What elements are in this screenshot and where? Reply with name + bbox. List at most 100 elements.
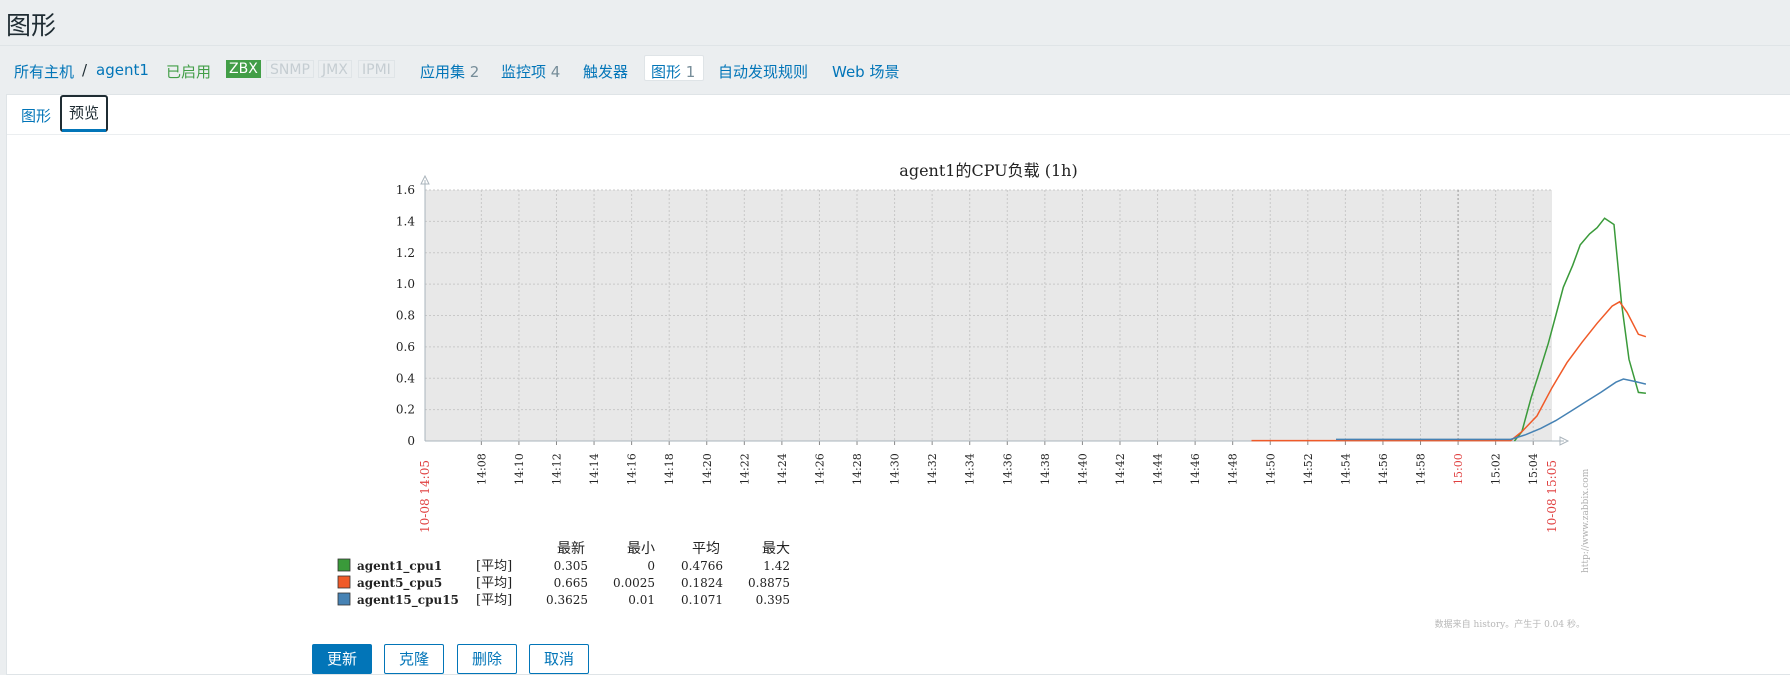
legend-min: 0 — [647, 559, 655, 573]
x-tick-label: 14:38 — [1039, 453, 1052, 485]
x-tick-label: 14:36 — [1001, 453, 1014, 485]
x-tick-label: 14:26 — [813, 453, 826, 485]
x-tick-label: 14:44 — [1152, 453, 1165, 485]
y-axis-arrow — [420, 174, 430, 185]
x-tick-label: 15:02 — [1490, 453, 1503, 485]
legend-swatch-agent5_cpu5 — [337, 575, 351, 589]
protocol-jmx: JMX — [318, 60, 352, 78]
x-tick-label: 14:22 — [738, 453, 751, 485]
items-label: 监控项 — [501, 63, 547, 81]
x-axis-arrow — [1559, 436, 1570, 446]
y-tick-label: 0.6 — [396, 340, 415, 354]
page-header: 图形 — [0, 0, 1790, 46]
cancel-button[interactable]: 取消 — [529, 644, 589, 674]
graphs-active-box — [644, 55, 704, 81]
tab-bar: 图形 预览 — [7, 95, 1790, 135]
host-navigation: 所有主机 / agent1 已启用 ZBX SNMP JMX IPMI 应用集 … — [0, 46, 1790, 94]
legend-avg: 0.1824 — [681, 576, 723, 590]
x-end-label: 10-08 15:05 — [1545, 460, 1559, 533]
y-tick-label: 0 — [407, 434, 415, 448]
x-tick-label: 14:40 — [1076, 453, 1089, 485]
discovery-rules-link[interactable]: 自动发现规则 — [718, 63, 809, 81]
clone-button[interactable]: 克隆 — [384, 644, 444, 674]
legend-last: 0.305 — [554, 559, 588, 573]
delete-button[interactable]: 删除 — [457, 644, 517, 674]
y-tick-label: 0.4 — [396, 371, 415, 385]
y-tick-label: 1.0 — [396, 277, 415, 291]
legend-max: 0.395 — [756, 593, 790, 607]
legend-swatch-agent1_cpu1 — [337, 558, 351, 572]
y-tick-label: 0.2 — [396, 403, 415, 417]
x-tick-label: 14:30 — [889, 453, 902, 485]
host-status-enabled[interactable]: 已启用 — [166, 63, 212, 81]
x-tick-label: 14:14 — [588, 453, 601, 485]
protocol-zbx: ZBX — [226, 60, 261, 78]
web-scenarios-link[interactable]: Web 场景 — [832, 63, 900, 81]
protocol-ipmi: IPMI — [358, 60, 395, 78]
legend-avg: 0.4766 — [681, 559, 723, 573]
x-tick-label: 14:24 — [776, 453, 789, 485]
protocol-snmp: SNMP — [266, 60, 314, 78]
legend-header-1: 最小 — [627, 541, 655, 557]
items-link[interactable]: 监控项 4 — [501, 61, 560, 82]
tab-active-underline — [62, 129, 106, 132]
graphs-link[interactable]: 图形 1 — [651, 61, 695, 82]
all-hosts-link[interactable]: 所有主机 — [14, 63, 75, 81]
x-tick-label: 14:42 — [1114, 453, 1127, 485]
legend-last: 0.665 — [554, 576, 588, 590]
applications-link[interactable]: 应用集 2 — [420, 61, 479, 82]
y-tick-label: 0.8 — [396, 309, 415, 323]
x-tick-label: 14:48 — [1227, 453, 1240, 485]
x-tick-label: 15:00 — [1452, 453, 1465, 485]
legend-min: 0.01 — [628, 593, 655, 607]
x-tick-label: 14:16 — [626, 453, 639, 485]
legend-name: agent1_cpu1 — [357, 559, 442, 574]
x-tick-label: 14:58 — [1415, 453, 1428, 485]
legend-name: agent5_cpu5 — [357, 576, 442, 591]
x-tick-label: 14:20 — [701, 453, 714, 485]
graphs-label: 图形 — [651, 63, 682, 81]
zabbix-watermark: http://www.zabbix.com — [1581, 468, 1591, 573]
x-tick-label: 14:10 — [513, 453, 526, 485]
chart-title: agent1的CPU负载 (1h) — [899, 161, 1077, 180]
tab-preview-label: 预览 — [68, 104, 99, 122]
x-tick-label: 14:32 — [926, 453, 939, 485]
plot-area — [425, 190, 1552, 441]
series-line-agent15_cpu15 — [1336, 378, 1647, 441]
data-source-note: 数据来自 history。产生于 0.04 秒。 — [1435, 618, 1585, 630]
host-link[interactable]: agent1 — [96, 61, 149, 79]
x-start-label: 10-08 14:05 — [418, 460, 432, 533]
y-tick-label: 1.4 — [396, 214, 415, 228]
legend-last: 0.3625 — [546, 593, 588, 607]
items-count: 4 — [550, 63, 561, 81]
x-tick-label: 14:54 — [1339, 453, 1352, 485]
x-tick-label: 14:46 — [1189, 453, 1202, 485]
series-line-agent5_cpu5 — [1251, 300, 1647, 442]
x-tick-label: 15:04 — [1527, 453, 1540, 485]
x-tick-label: 14:28 — [851, 453, 864, 485]
legend-min: 0.0025 — [613, 576, 655, 590]
legend-avg: 0.1071 — [681, 593, 723, 607]
legend-func: [平均] — [476, 576, 512, 591]
tab-preview[interactable]: 预览 — [60, 95, 108, 132]
breadcrumb-separator: / — [82, 61, 88, 79]
legend-name: agent15_cpu15 — [357, 593, 459, 608]
x-tick-label: 14:18 — [663, 453, 676, 485]
applications-count: 2 — [469, 63, 480, 81]
y-tick-label: 1.2 — [396, 246, 415, 260]
legend-max: 0.8875 — [748, 576, 790, 590]
legend-header-3: 最大 — [762, 541, 790, 557]
tab-graph[interactable]: 图形 — [21, 107, 52, 125]
x-tick-label: 14:34 — [964, 453, 977, 485]
triggers-link[interactable]: 触发器 — [583, 63, 629, 81]
y-tick-label: 1.6 — [396, 183, 415, 197]
graphs-count: 1 — [685, 63, 696, 81]
x-tick-label: 14:08 — [475, 453, 488, 485]
legend-swatch-agent15_cpu15 — [337, 592, 351, 606]
update-button[interactable]: 更新 — [312, 644, 372, 674]
legend-max: 1.42 — [763, 559, 790, 573]
x-tick-label: 14:56 — [1377, 453, 1390, 485]
x-tick-label: 14:50 — [1264, 453, 1277, 485]
page-title: 图形 — [6, 11, 57, 40]
